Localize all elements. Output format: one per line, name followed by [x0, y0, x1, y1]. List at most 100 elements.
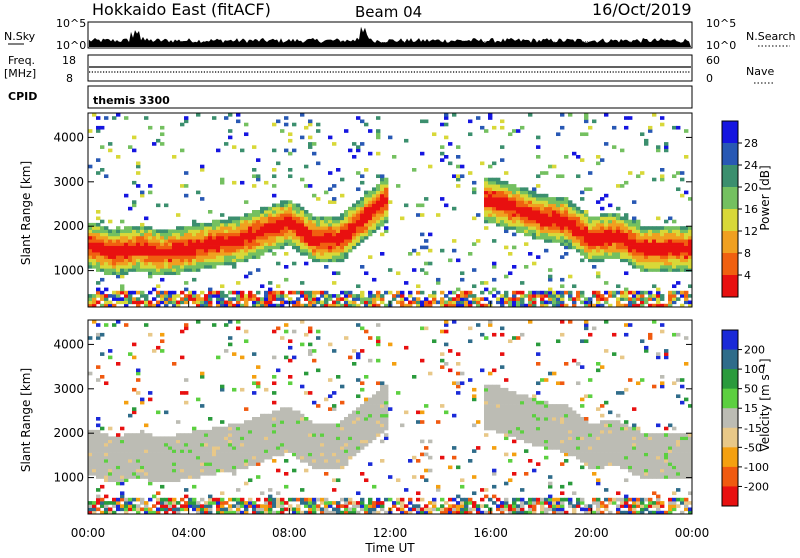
power-cell — [280, 223, 284, 227]
velocity-cell — [536, 443, 540, 447]
power-swatch-1 — [722, 143, 738, 166]
power-cell — [500, 184, 504, 188]
power-cell — [572, 213, 576, 217]
velocity-cell — [160, 466, 164, 470]
velocity-cell — [160, 501, 164, 505]
velocity-cell — [112, 443, 116, 447]
power-cell — [300, 252, 304, 256]
velocity-cell — [164, 446, 168, 450]
power-cell — [368, 204, 372, 208]
power-cell — [536, 226, 540, 230]
velocity-cell — [92, 446, 96, 450]
power-cell — [184, 194, 188, 198]
velocity-cell — [160, 453, 164, 457]
power-cell — [368, 210, 372, 214]
velocity-cell — [528, 501, 532, 505]
power-cell — [316, 217, 320, 221]
velocity-cell — [368, 462, 372, 466]
velocity-cell — [492, 333, 496, 337]
velocity-cell — [336, 504, 340, 508]
velocity-cell — [288, 498, 292, 502]
power-cell — [348, 249, 352, 253]
power-cell — [620, 259, 624, 263]
power-cell — [420, 213, 424, 217]
velocity-cell — [116, 320, 120, 324]
velocity-cell — [344, 336, 348, 340]
power-cell — [320, 291, 324, 295]
power-cell — [656, 149, 660, 153]
power-cell — [504, 246, 508, 250]
power-cell — [372, 294, 376, 298]
velocity-cell — [160, 459, 164, 463]
power-cell — [664, 246, 668, 250]
power-cell — [340, 236, 344, 240]
power-cell — [540, 197, 544, 201]
power-cell — [360, 229, 364, 233]
power-cell — [368, 194, 372, 198]
velocity-cell — [172, 469, 176, 473]
velocity-cell — [416, 508, 420, 512]
power-cell — [404, 139, 408, 143]
power-cell — [216, 249, 220, 253]
power-cell — [120, 288, 124, 292]
velocity-cell — [224, 443, 228, 447]
power-cell — [516, 220, 520, 224]
power-cell — [644, 246, 648, 250]
velocity-cell — [140, 508, 144, 512]
velocity-cell — [548, 501, 552, 505]
power-cell — [104, 262, 108, 266]
velocity-cell — [148, 472, 152, 476]
velocity-cell — [140, 453, 144, 457]
velocity-cell — [384, 391, 388, 395]
power-cell — [368, 217, 372, 221]
velocity-cell — [376, 404, 380, 408]
power-cell — [128, 301, 132, 305]
velocity-cell — [100, 459, 104, 463]
power-cell — [332, 223, 336, 227]
velocity-cell — [184, 391, 188, 395]
velocity-cell — [484, 401, 488, 405]
power-cell — [652, 113, 656, 117]
power-cell — [540, 171, 544, 175]
velocity-cell — [212, 427, 216, 431]
power-cell — [292, 123, 296, 127]
velocity-cell — [548, 404, 552, 408]
velocity-cell — [256, 427, 260, 431]
power-cell — [148, 268, 152, 272]
power-cell — [556, 297, 560, 301]
velocity-cell — [208, 436, 212, 440]
power-cell — [336, 271, 340, 275]
velocity-cell — [272, 417, 276, 421]
power-cell — [268, 210, 272, 214]
power-cell — [216, 294, 220, 298]
power-cell — [672, 226, 676, 230]
power-cell — [304, 246, 308, 250]
velocity-cell — [520, 433, 524, 437]
power-cell — [172, 229, 176, 233]
nsky-label: N.Sky — [4, 30, 36, 43]
power-cell — [372, 301, 376, 305]
velocity-cell — [176, 440, 180, 444]
velocity-cell — [292, 443, 296, 447]
power-cell — [300, 249, 304, 253]
velocity-cell — [296, 417, 300, 421]
power-cell — [208, 210, 212, 214]
velocity-cell — [512, 501, 516, 505]
power-cell — [212, 294, 216, 298]
velocity-cell — [280, 433, 284, 437]
velocity-cell — [280, 427, 284, 431]
power-cell — [120, 239, 124, 243]
velocity-cell — [260, 430, 264, 434]
velocity-cell — [104, 469, 108, 473]
velocity-cell — [256, 365, 260, 369]
velocity-cell — [408, 498, 412, 502]
velocity-cell — [244, 466, 248, 470]
power-cell — [240, 149, 244, 153]
power-cell — [668, 229, 672, 233]
power-cell — [280, 229, 284, 233]
power-cell — [120, 291, 124, 295]
power-cell — [140, 191, 144, 195]
velocity-cell — [516, 504, 520, 508]
power-cell — [188, 249, 192, 253]
power-cell — [104, 265, 108, 269]
